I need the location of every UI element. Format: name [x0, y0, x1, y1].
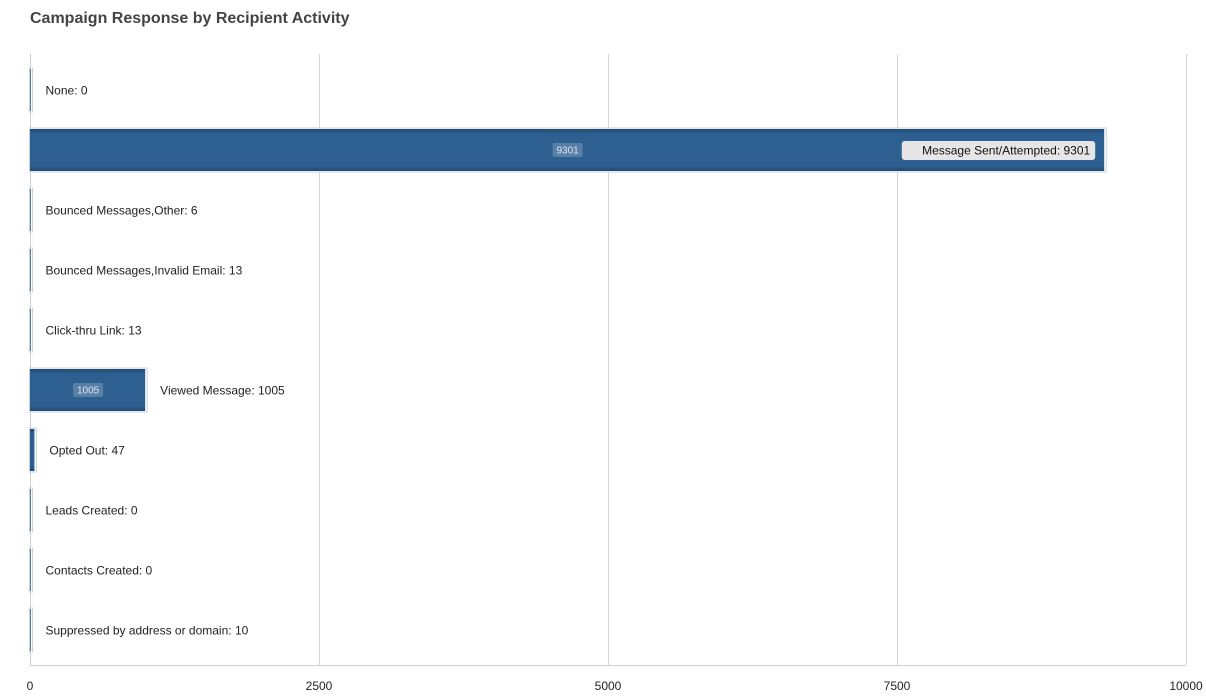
bar-edge [30, 488, 32, 532]
category-value-label: Bounced Messages,Invalid Email: 13 [46, 264, 243, 278]
category-value-label: Bounced Messages,Other: 6 [46, 204, 198, 218]
x-tick-label: 7500 [884, 679, 911, 693]
bar [30, 489, 31, 531]
x-tick-label: 0 [27, 679, 34, 693]
bar [30, 609, 31, 651]
category-value-label: Contacts Created: 0 [46, 564, 153, 578]
category-value-label: Opted Out: 47 [49, 444, 125, 458]
highlight-label-box [901, 141, 1096, 160]
inbar-value-label: 1005 [77, 386, 100, 397]
bar [30, 69, 31, 111]
inbar-label-box [73, 383, 104, 397]
bar [30, 549, 31, 591]
bar-edge [30, 608, 32, 652]
category-value-label: Click-thru Link: 13 [46, 324, 142, 338]
bar-edge [30, 68, 32, 112]
category-value-label: Message Sent/Attempted: 9301 [922, 144, 1090, 158]
category-value-label: None: 0 [46, 84, 88, 98]
bar [30, 189, 31, 231]
bar [30, 249, 31, 291]
bar [30, 429, 35, 471]
bar-labels: None: 0 9301 Message Sent/Attempted: 9301 B… [46, 84, 1096, 638]
x-axis: 0 2500 5000 7500 10000 [27, 679, 1203, 693]
inbar-label-box [552, 143, 583, 157]
bar-edge [30, 248, 33, 292]
category-value-label: Leads Created: 0 [46, 504, 138, 518]
bar-edge [30, 308, 33, 352]
x-tick-label: 2500 [306, 679, 333, 693]
category-value-label: Viewed Message: 1005 [160, 384, 285, 398]
bar [30, 309, 31, 351]
bar-edge [30, 548, 32, 592]
bar-edge [30, 188, 32, 232]
category-value-label: Suppressed by address or domain: 10 [46, 624, 249, 638]
x-tick-label: 5000 [595, 679, 622, 693]
x-tick-label: 10000 [1169, 679, 1203, 693]
inbar-value-label: 9301 [556, 146, 579, 157]
chart-title: Campaign Response by Recipient Activity [30, 10, 350, 27]
